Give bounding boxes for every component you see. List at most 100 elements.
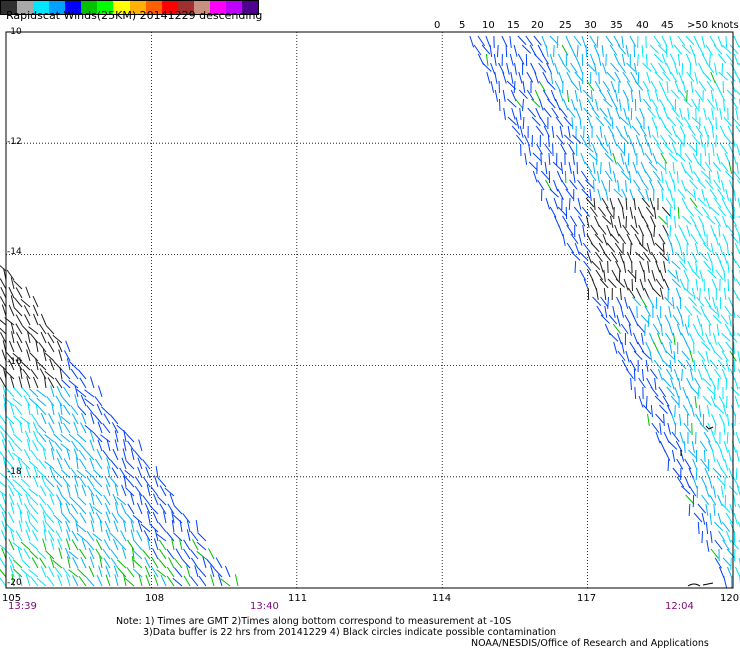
wind-barb	[60, 434, 71, 443]
wind-barb	[599, 278, 609, 289]
wind-barb	[515, 98, 524, 109]
wind-barb	[19, 367, 23, 380]
wind-barb	[37, 424, 47, 434]
wind-barb	[677, 206, 680, 220]
wind-barb	[698, 404, 702, 417]
wind-barb	[86, 476, 95, 488]
wind-barb	[21, 324, 31, 335]
wind-barb	[519, 125, 524, 138]
wind-barb	[691, 287, 696, 300]
wind-barb	[722, 98, 726, 111]
wind-barb	[685, 188, 695, 198]
wind-barb	[549, 206, 557, 218]
wind-barb	[688, 449, 698, 459]
wind-barb	[604, 305, 608, 318]
wind-barb	[685, 359, 693, 371]
wind-barb	[594, 80, 602, 92]
lon-label: 111	[288, 593, 308, 604]
wind-barb	[725, 359, 730, 372]
wind-barb	[5, 432, 15, 443]
wind-barb	[611, 134, 618, 147]
wind-barb	[618, 251, 625, 264]
wind-barb	[45, 513, 55, 524]
wind-barb	[166, 548, 175, 560]
wind-barb	[158, 539, 167, 551]
wind-barb	[8, 286, 15, 299]
wind-barb	[580, 152, 586, 165]
wind-barb	[702, 395, 712, 406]
wind-barb	[651, 116, 657, 129]
wind-barb	[695, 278, 699, 291]
wind-barb	[694, 224, 701, 236]
legend-color-swatch	[33, 1, 50, 14]
wind-barb	[527, 107, 536, 118]
wind-barb	[96, 403, 103, 416]
wind-barb	[507, 116, 518, 126]
wind-barb	[72, 557, 79, 569]
wind-barb	[625, 179, 627, 193]
wind-barb	[123, 439, 127, 452]
wind-barb	[640, 314, 650, 325]
wind-barb	[96, 574, 103, 587]
wind-barb	[144, 557, 151, 569]
wind-barb	[708, 152, 711, 166]
wind-barb	[10, 295, 15, 308]
wind-barb	[601, 179, 607, 192]
wind-barb	[633, 332, 639, 345]
wind-barb	[15, 359, 23, 371]
wind-barb	[658, 233, 666, 245]
wind-barb	[54, 441, 63, 452]
wind-barb	[77, 441, 87, 452]
wind-barb	[671, 125, 677, 138]
wind-barb	[581, 206, 590, 217]
wind-barb	[655, 107, 661, 120]
wind-barb	[95, 539, 103, 551]
wind-barb	[631, 125, 641, 136]
wind-barb	[481, 44, 491, 55]
wind-barb	[645, 395, 648, 409]
wind-barb	[554, 80, 562, 92]
wind-barb	[153, 493, 159, 506]
wind-barb	[32, 304, 39, 317]
wind-barb	[105, 511, 111, 524]
wind-barb	[29, 352, 39, 362]
wind-barb	[17, 457, 23, 470]
wind-barb	[733, 53, 739, 66]
wind-barb	[95, 494, 103, 506]
wind-barb	[22, 369, 31, 380]
wind-barb	[672, 143, 678, 156]
wind-barb	[660, 323, 663, 336]
wind-barb	[710, 548, 719, 559]
lat-label: -12	[7, 137, 22, 147]
wind-barb	[712, 485, 717, 498]
wind-barb	[626, 62, 636, 72]
wind-barb	[575, 107, 581, 120]
wind-barb	[654, 242, 665, 252]
wind-barb	[198, 575, 207, 587]
wind-barb	[5, 549, 15, 560]
wind-barb	[710, 395, 717, 408]
wind-barb	[679, 107, 683, 120]
wind-barb	[714, 539, 723, 550]
wind-barb	[613, 188, 623, 198]
wind-barb	[123, 520, 127, 533]
wind-barb	[20, 298, 31, 308]
wind-barb	[584, 143, 594, 153]
wind-barb	[66, 358, 71, 371]
wind-barb	[131, 556, 135, 569]
wind-barb	[733, 341, 735, 355]
wind-barb	[156, 569, 167, 578]
wind-barb	[679, 431, 684, 444]
wind-barb	[172, 532, 183, 542]
wind-barb	[105, 574, 111, 587]
wind-barb	[79, 512, 87, 524]
wind-barb	[648, 296, 655, 308]
wind-barb	[150, 486, 159, 497]
footnote-line-2: 3)Data buffer is 22 hrs from 20141229 4)…	[143, 627, 557, 638]
wind-barb	[574, 89, 579, 102]
wind-barb	[164, 487, 175, 497]
wind-barb	[121, 547, 127, 560]
wind-barb	[595, 287, 599, 300]
wind-barb	[109, 532, 119, 542]
wind-barb	[705, 179, 714, 190]
